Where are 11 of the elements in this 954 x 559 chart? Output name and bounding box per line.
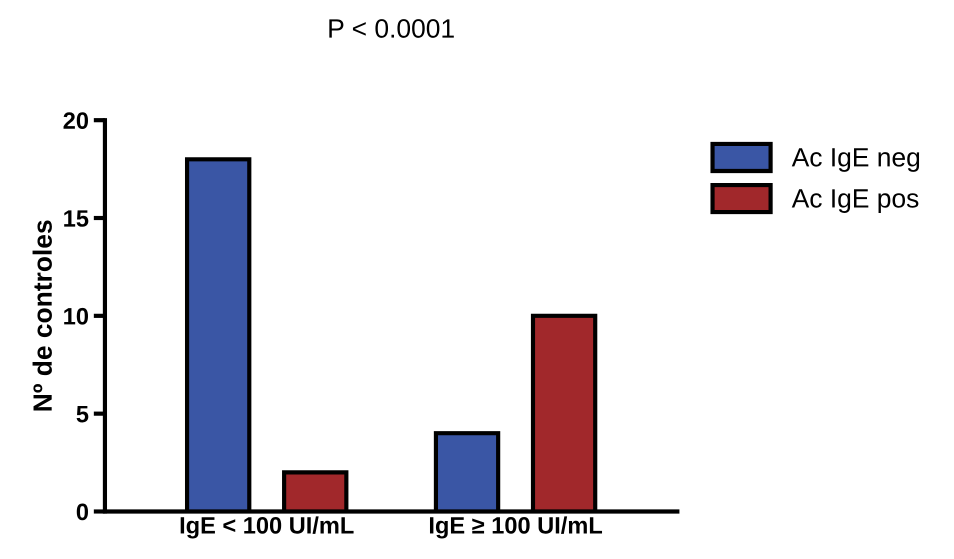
y-tick-label: 0 xyxy=(76,504,88,520)
y-tick-label: 20 xyxy=(64,112,88,129)
y-axis-title: Nº de controles xyxy=(32,220,52,411)
y-tick-label: 5 xyxy=(76,406,88,422)
legend-label: Ac IgE pos xyxy=(792,189,918,213)
legend-label: Ac IgE neg xyxy=(792,148,920,172)
y-tick-label: 15 xyxy=(64,210,88,227)
y-tick-label: 10 xyxy=(64,308,88,325)
x-tick-label: IgE < 100 UI/mL xyxy=(180,516,354,538)
chart-title: P < 0.0001 xyxy=(329,19,454,38)
x-tick-label: IgE ≥ 100 UI/mL xyxy=(430,516,602,538)
